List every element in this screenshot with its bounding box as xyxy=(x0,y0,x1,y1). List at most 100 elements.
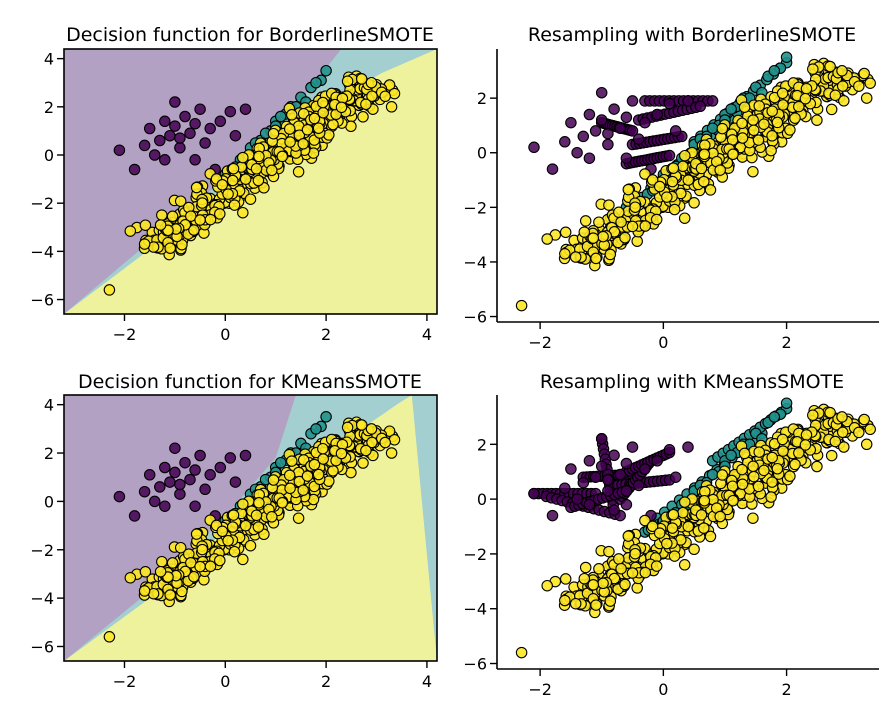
scatter-point-class-2 xyxy=(226,174,239,187)
scatter-point-class-2 xyxy=(222,534,234,547)
scatter-point-class-2 xyxy=(622,183,635,196)
y-tick-label: −6 xyxy=(463,308,487,327)
scatter-point-class-2 xyxy=(704,530,717,543)
scatter-point-class-0 xyxy=(224,105,237,118)
scatter-point-class-2 xyxy=(793,100,805,113)
scatter-point-class-2 xyxy=(365,423,378,435)
scatter-point-class-2 xyxy=(698,148,711,161)
scatter-point-class-0 xyxy=(138,485,151,498)
scatter-point-class-0 xyxy=(663,97,676,110)
scatter-point-class-0 xyxy=(595,433,608,445)
scatter-point-class-0 xyxy=(214,461,227,474)
scatter-point-class-0 xyxy=(608,449,620,462)
scatter-point-class-2 xyxy=(716,122,729,135)
scatter-point-class-2 xyxy=(360,98,372,111)
scatter-point-class-2 xyxy=(166,557,179,569)
scatter-point-class-2 xyxy=(800,429,813,441)
scatter-point-class-2 xyxy=(836,411,848,423)
scatter-point-class-2 xyxy=(253,150,265,163)
scatter-point-class-0 xyxy=(626,441,639,453)
scatter-point-class-0 xyxy=(632,479,645,492)
scatter-point-class-0 xyxy=(189,154,201,166)
scatter-point-class-2 xyxy=(276,150,289,163)
scatter-point-class-2 xyxy=(682,174,695,186)
scatter-point-class-0 xyxy=(113,144,126,156)
scatter-point-class-2 xyxy=(784,470,796,482)
scatter-point-class-0 xyxy=(669,471,682,483)
scatter-point-class-0 xyxy=(184,473,196,486)
scatter-point-class-2 xyxy=(284,482,296,495)
scatter-point-class-2 xyxy=(646,520,659,533)
scatter-point-class-0 xyxy=(528,487,540,500)
scatter-point-class-2 xyxy=(317,106,329,119)
y-tick-label: −4 xyxy=(463,253,487,272)
scatter-point-class-0 xyxy=(614,468,626,481)
scatter-point-class-2 xyxy=(860,92,873,104)
scatter-point-class-0 xyxy=(626,95,639,107)
scatter-point-class-2 xyxy=(317,96,329,109)
scatter-point-class-2 xyxy=(864,423,876,436)
scatter-point-class-2 xyxy=(695,162,708,175)
scatter-point-class-2 xyxy=(668,550,681,562)
panel-borderline-decision: Decision function for BorderlineSMOTE −2… xyxy=(30,24,438,344)
scatter-point-class-0 xyxy=(608,103,620,115)
scatter-point-class-2 xyxy=(688,543,700,556)
scatter-point-class-0 xyxy=(174,142,186,154)
scatter-point-class-2 xyxy=(679,496,691,508)
scatter-point-class-0 xyxy=(577,130,590,143)
scatter-point-class-0 xyxy=(189,117,201,130)
scatter-point-class-2 xyxy=(807,409,819,421)
y-tick-label: 2 xyxy=(477,435,487,454)
scatter-point-class-2 xyxy=(824,406,836,419)
scatter-point-class-2 xyxy=(666,522,679,534)
panel-borderline-resampling: Resampling with BorderlineSMOTE −2 0 2 −6−… xyxy=(463,24,879,352)
scatter-point-class-2 xyxy=(766,451,778,464)
scatter-point-class-0 xyxy=(546,509,559,522)
scatter-point-class-2 xyxy=(679,149,691,162)
scatter-point-class-2 xyxy=(366,436,378,449)
scatter-point-class-2 xyxy=(252,174,265,187)
scatter-point-class-2 xyxy=(156,555,168,568)
scatter-point-class-2 xyxy=(559,248,571,260)
scatter-point-class-0 xyxy=(620,111,633,124)
scatter-point-class-2 xyxy=(266,511,278,523)
scatter-point-class-0 xyxy=(632,133,645,145)
scatter-point-class-0 xyxy=(595,86,608,99)
scatter-point-class-2 xyxy=(244,539,257,552)
scatter-point-class-2 xyxy=(196,197,209,209)
scatter-point-class-2 xyxy=(297,138,309,150)
scatter-point-class-0 xyxy=(224,452,237,464)
y-axis: −6 −4 −2 0 2 xyxy=(463,89,497,327)
y-tick-label: 0 xyxy=(44,146,54,165)
scatter-point-class-2 xyxy=(250,509,263,522)
scatter-point-class-2 xyxy=(747,460,759,473)
scatter-point-class-2 xyxy=(752,480,765,493)
scatter-point-class-0 xyxy=(148,495,161,508)
scatter-point-class-2 xyxy=(301,470,314,482)
plot-frame xyxy=(63,48,438,315)
scatter-point-class-2 xyxy=(836,80,849,92)
scatter-point-class-2 xyxy=(639,566,652,579)
scatter-point-class-2 xyxy=(335,101,348,114)
scatter-point-class-2 xyxy=(753,100,765,112)
x-tick-label: 2 xyxy=(321,672,331,691)
scatter-point-class-0 xyxy=(565,463,577,475)
x-axis: −2 0 2 xyxy=(528,322,792,352)
scatter-point-class-2 xyxy=(139,219,152,231)
scatter-point-class-0 xyxy=(179,456,191,469)
scatter-point-class-2 xyxy=(216,525,229,538)
scatter-point-class-2 xyxy=(853,426,865,439)
scatter-point-class-2 xyxy=(250,163,263,175)
scatter-point-class-2 xyxy=(365,76,378,89)
scatter-point-class-0 xyxy=(595,460,608,472)
scatter-point-class-2 xyxy=(297,484,309,496)
scatter-point-class-0 xyxy=(199,137,211,149)
panel-title: Decision function for BorderlineSMOTE xyxy=(66,24,434,46)
scatter-point-class-2 xyxy=(166,210,179,223)
scatter-point-class-2 xyxy=(597,230,609,243)
scatter-point-class-0 xyxy=(189,500,201,512)
x-axis: −2 0 2 xyxy=(528,669,792,699)
scatter-point-class-2 xyxy=(204,560,217,573)
scatter-point-class-2 xyxy=(777,445,789,457)
scatter-point-class-2 xyxy=(312,468,325,481)
